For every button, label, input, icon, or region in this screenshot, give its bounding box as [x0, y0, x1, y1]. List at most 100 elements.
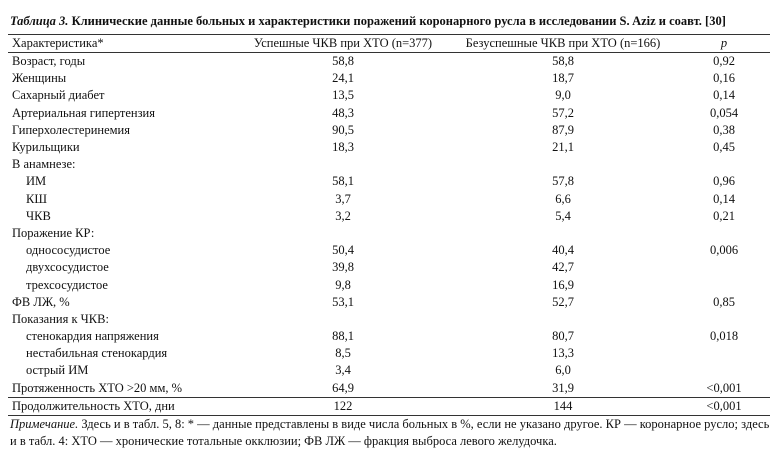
cell-value: 6,0 [555, 363, 571, 378]
table-note: Примечание. Здесь и в табл. 5, 8: * — да… [10, 416, 770, 450]
cell-value: 122 [238, 396, 448, 416]
table-row: острый ИМ 3,4 6,0 [8, 362, 770, 379]
row-label: В анамнезе: [12, 157, 76, 172]
empty-cell [448, 225, 678, 242]
empty-cell [238, 225, 448, 242]
empty-cell [678, 225, 770, 242]
row-label: Гиперхолестеринемия [12, 122, 130, 137]
cell-value: 0,96 [713, 174, 735, 189]
table-row: В анамнезе: [8, 156, 770, 173]
table-body: Возраст, годы 58,8 58,8 0,92 Женщины 24,1 18,7… [8, 53, 770, 416]
cell-value: 57,2 [552, 105, 574, 120]
cell-value: 57,8 [552, 174, 574, 189]
cell-value: 0,16 [713, 71, 735, 86]
table-row: ИМ 58,1 57,8 0,96 [8, 173, 770, 190]
cell-value: 3,7 [335, 191, 351, 206]
cell-value: 87,9 [552, 122, 574, 137]
cell-value: 0,21 [713, 208, 735, 223]
table-row: Продолжительность ХТО, дни 122 144 <0,001 [8, 396, 770, 416]
cell-value: 13,5 [332, 88, 354, 103]
cell-value: 64,9 [332, 380, 354, 395]
row-label: стенокардия напряжения [26, 329, 159, 344]
row-label: Артериальная гипертензия [12, 105, 155, 120]
table-row: ФВ ЛЖ, % 53,1 52,7 0,85 [8, 294, 770, 311]
cell-value: 16,9 [552, 277, 574, 292]
cell-value: 39,8 [332, 260, 354, 275]
empty-cell [678, 259, 770, 276]
row-label: нестабильная стенокардия [26, 346, 168, 361]
title-label: Таблица 3. [10, 14, 69, 28]
cell-value: 9,8 [335, 277, 351, 292]
empty-cell [238, 156, 448, 173]
cell-value: 5,4 [555, 208, 571, 223]
cell-value: 144 [448, 396, 678, 416]
empty-cell [678, 345, 770, 362]
cell-value: 0,45 [713, 140, 735, 155]
column-header: p [678, 34, 770, 53]
cell-value: 80,7 [552, 329, 574, 344]
cell-value: 6,6 [555, 191, 571, 206]
cell-value: <0,001 [678, 396, 770, 416]
table-row: Показания к ЧКВ: [8, 311, 770, 328]
note-label: Примечание. [10, 417, 79, 431]
cell-value: 0,006 [709, 243, 739, 258]
cell-value: 40,4 [552, 243, 574, 258]
row-label: Женщины [12, 71, 67, 86]
title-text: Клинические данные больных и характерист… [71, 14, 726, 28]
column-header: Безуспешные ЧКВ при ХТО (n=166) [448, 34, 678, 53]
row-label: Показания к ЧКВ: [12, 311, 109, 326]
cell-value: 42,7 [552, 260, 574, 275]
note-text: Здесь и в табл. 5, 8: * — данные предста… [10, 417, 770, 448]
cell-value: 0,018 [709, 329, 739, 344]
row-label: Протяженность ХТО >20 мм, % [12, 380, 183, 395]
cell-value: 53,1 [332, 294, 354, 309]
row-label: Курильщики [12, 140, 80, 155]
data-table: Характеристика* Успешные ЧКВ при ХТО (n=3… [8, 34, 770, 416]
row-label: Сахарный диабет [12, 88, 105, 103]
cell-value: 0,054 [709, 105, 739, 120]
table-row: стенокардия напряжения 88,1 80,7 0,018 [8, 328, 770, 345]
cell-value: 18,3 [332, 140, 354, 155]
cell-value: 58,8 [552, 54, 574, 69]
cell-value: 0,14 [713, 88, 735, 103]
cell-value: 88,1 [332, 329, 354, 344]
cell-value: 9,0 [555, 88, 571, 103]
row-label: ЧКВ [26, 208, 51, 223]
cell-value: 0,14 [713, 191, 735, 206]
table-row: Женщины 24,1 18,7 0,16 [8, 70, 770, 87]
cell-value: 8,5 [335, 346, 351, 361]
cell-value: 31,9 [552, 380, 574, 395]
empty-cell [678, 156, 770, 173]
cell-value: 48,3 [332, 105, 354, 120]
cell-value: 52,7 [552, 294, 574, 309]
cell-value: 13,3 [552, 346, 574, 361]
table-row: Артериальная гипертензия 48,3 57,2 0,054 [8, 105, 770, 122]
row-label: острый ИМ [26, 363, 89, 378]
row-label: Возраст, годы [12, 54, 86, 69]
table-row: однососудистое 50,4 40,4 0,006 [8, 242, 770, 259]
table-row: нестабильная стенокардия 8,5 13,3 [8, 345, 770, 362]
row-label: однососудистое [26, 243, 111, 258]
empty-cell [678, 362, 770, 379]
column-header: Характеристика* [8, 34, 238, 53]
empty-cell [678, 276, 770, 293]
row-label: трехсосудистое [26, 277, 108, 292]
table-row: Возраст, годы 58,8 58,8 0,92 [8, 53, 770, 71]
cell-value: 58,8 [332, 54, 354, 69]
table-row: Сахарный диабет 13,5 9,0 0,14 [8, 87, 770, 104]
empty-cell [238, 311, 448, 328]
cell-value: <0,001 [706, 380, 742, 395]
table-row: Поражение КР: [8, 225, 770, 242]
cell-value: 90,5 [332, 122, 354, 137]
empty-cell [448, 156, 678, 173]
empty-cell [678, 311, 770, 328]
cell-value: 24,1 [332, 71, 354, 86]
cell-value: 50,4 [332, 243, 354, 258]
table-row: двухсосудистое 39,8 42,7 [8, 259, 770, 276]
column-header: Успешные ЧКВ при ХТО (n=377) [238, 34, 448, 53]
row-label: КШ [26, 191, 47, 206]
table-row: Гиперхолестеринемия 90,5 87,9 0,38 [8, 122, 770, 139]
row-label: Продолжительность ХТО, дни [8, 396, 238, 416]
table-title: Таблица 3. Клинические данные больных и … [10, 14, 770, 29]
table-row: Курильщики 18,3 21,1 0,45 [8, 139, 770, 156]
